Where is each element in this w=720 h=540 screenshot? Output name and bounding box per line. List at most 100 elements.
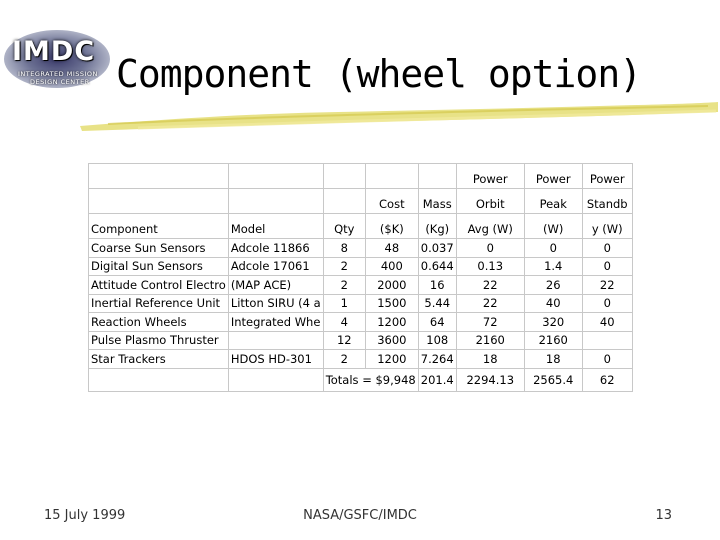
totals-peak: 2565.4 — [523, 367, 583, 392]
orbit-cell: 22 — [455, 293, 525, 313]
logo-background — [4, 30, 110, 88]
cost-cell: 400 — [364, 256, 419, 276]
model-cell: Adcole 17061 — [227, 256, 324, 276]
orbit-header-line3: Avg (W) — [455, 213, 525, 239]
orbit-cell: 72 — [455, 312, 525, 332]
component-cell: Digital Sun Sensors — [88, 256, 229, 276]
component-cell: Pulse Plasmo Thruster — [88, 330, 229, 350]
mass-cell: 7.264 — [417, 349, 457, 369]
standby-cell: 0 — [581, 256, 633, 276]
table-row: Digital Sun Sensors Adcole 17061 2 400 0… — [88, 256, 633, 276]
model-cell: Adcole 11866 — [227, 238, 324, 258]
qty-cell: 4 — [322, 312, 366, 332]
qty-cell: 8 — [322, 238, 366, 258]
cost-cell: 48 — [364, 238, 419, 258]
standby-header-line3: y (W) — [581, 213, 633, 239]
orbit-header-line1: Power — [455, 163, 525, 189]
orbit-header-line2: Orbit — [455, 188, 525, 214]
table-row: Coarse Sun Sensors Adcole 11866 8 48 0.0… — [88, 238, 633, 258]
orbit-cell: 0 — [455, 238, 525, 258]
table-row: Star Trackers HDOS HD-301 2 1200 7.264 1… — [88, 349, 633, 369]
component-header: Component — [88, 213, 229, 239]
cost-cell: 3600 — [364, 330, 419, 350]
logo-mark: IMDC — [12, 36, 96, 67]
standby-cell: 40 — [581, 312, 633, 332]
qty-cell: 2 — [322, 349, 366, 369]
title-underline-brush — [80, 102, 718, 131]
mass-cell: 0.037 — [417, 238, 457, 258]
peak-cell: 18 — [523, 349, 583, 369]
model-header: Model — [227, 213, 324, 239]
model-cell: (MAP ACE) — [227, 275, 324, 295]
standby-header-line2: Standb — [581, 188, 633, 214]
peak-cell: 0 — [523, 238, 583, 258]
totals-cost: $9,948 — [375, 372, 416, 387]
mass-header-line1: Mass — [417, 188, 457, 214]
standby-cell: 0 — [581, 238, 633, 258]
totals-standby: 62 — [581, 367, 633, 392]
mass-header-line2: (Kg) — [417, 213, 457, 239]
cost-cell: 2000 — [364, 275, 419, 295]
cost-cell: 1200 — [364, 312, 419, 332]
qty-header: Qty — [322, 213, 366, 239]
header-row-1: Power Power Power — [88, 163, 633, 189]
model-cell: Integrated Whe — [227, 312, 324, 332]
totals-mass: 201.4 — [417, 367, 457, 392]
cost-header-line1: Cost — [364, 188, 419, 214]
component-cell: Reaction Wheels — [88, 312, 229, 332]
model-cell: Litton SIRU (4 a — [227, 293, 324, 313]
peak-cell: 320 — [523, 312, 583, 332]
component-cell: Coarse Sun Sensors — [88, 238, 229, 258]
cost-cell: 1200 — [364, 349, 419, 369]
footer-page-number: 13 — [655, 508, 672, 523]
peak-cell: 1.4 — [523, 256, 583, 276]
standby-cell: 0 — [581, 293, 633, 313]
peak-header-line2: Peak — [523, 188, 583, 214]
standby-cell: 22 — [581, 275, 633, 295]
peak-cell: 26 — [523, 275, 583, 295]
orbit-cell: 18 — [455, 349, 525, 369]
mass-cell: 0.644 — [417, 256, 457, 276]
model-cell — [227, 330, 324, 350]
component-cell: Attitude Control Electro — [88, 275, 229, 295]
header-row-3: Component Model Qty ($K) (Kg) Avg (W) (W… — [88, 213, 633, 239]
component-table: Power Power Power Cost Mass Orbit Peak S… — [88, 163, 633, 392]
cost-header-line2: ($K) — [364, 213, 419, 239]
peak-cell: 40 — [523, 293, 583, 313]
component-cell: Inertial Reference Unit — [88, 293, 229, 313]
cost-cell: 1500 — [364, 293, 419, 313]
table-row: Attitude Control Electro (MAP ACE) 2 200… — [88, 275, 633, 295]
qty-cell: 12 — [322, 330, 366, 350]
qty-cell: 2 — [322, 275, 366, 295]
standby-cell: 0 — [581, 349, 633, 369]
totals-label: Totals = $9,948 — [322, 367, 419, 392]
imdc-logo: IMDC INTEGRATED MISSION DESIGN CENTER — [4, 30, 110, 88]
qty-cell: 2 — [322, 256, 366, 276]
footer-date: 15 July 1999 — [44, 508, 126, 523]
logo-subtitle-line2: DESIGN CENTER — [30, 78, 90, 86]
qty-cell: 1 — [322, 293, 366, 313]
peak-cell: 2160 — [523, 330, 583, 350]
logo-subtitle-line1: INTEGRATED MISSION — [18, 70, 98, 78]
mass-cell: 108 — [417, 330, 457, 350]
orbit-cell: 22 — [455, 275, 525, 295]
totals-row: Totals = $9,948 201.4 2294.13 2565.4 62 — [88, 367, 633, 392]
slide-title: Component (wheel option) — [116, 52, 642, 96]
totals-orbit: 2294.13 — [455, 367, 525, 392]
peak-header-line1: Power — [523, 163, 583, 189]
mass-cell: 64 — [417, 312, 457, 332]
mass-cell: 16 — [417, 275, 457, 295]
table-row: Reaction Wheels Integrated Whe 4 1200 64… — [88, 312, 633, 332]
standby-header-line1: Power — [581, 163, 633, 189]
header-row-2: Cost Mass Orbit Peak Standb — [88, 188, 633, 214]
footer-center: NASA/GSFC/IMDC — [303, 508, 417, 523]
peak-header-line3: (W) — [523, 213, 583, 239]
standby-cell — [581, 330, 633, 350]
orbit-cell: 2160 — [455, 330, 525, 350]
table-row: Inertial Reference Unit Litton SIRU (4 a… — [88, 293, 633, 313]
model-cell: HDOS HD-301 — [227, 349, 324, 369]
component-cell: Star Trackers — [88, 349, 229, 369]
table-row: Pulse Plasmo Thruster 12 3600 108 2160 2… — [88, 330, 633, 350]
mass-cell: 5.44 — [417, 293, 457, 313]
orbit-cell: 0.13 — [455, 256, 525, 276]
